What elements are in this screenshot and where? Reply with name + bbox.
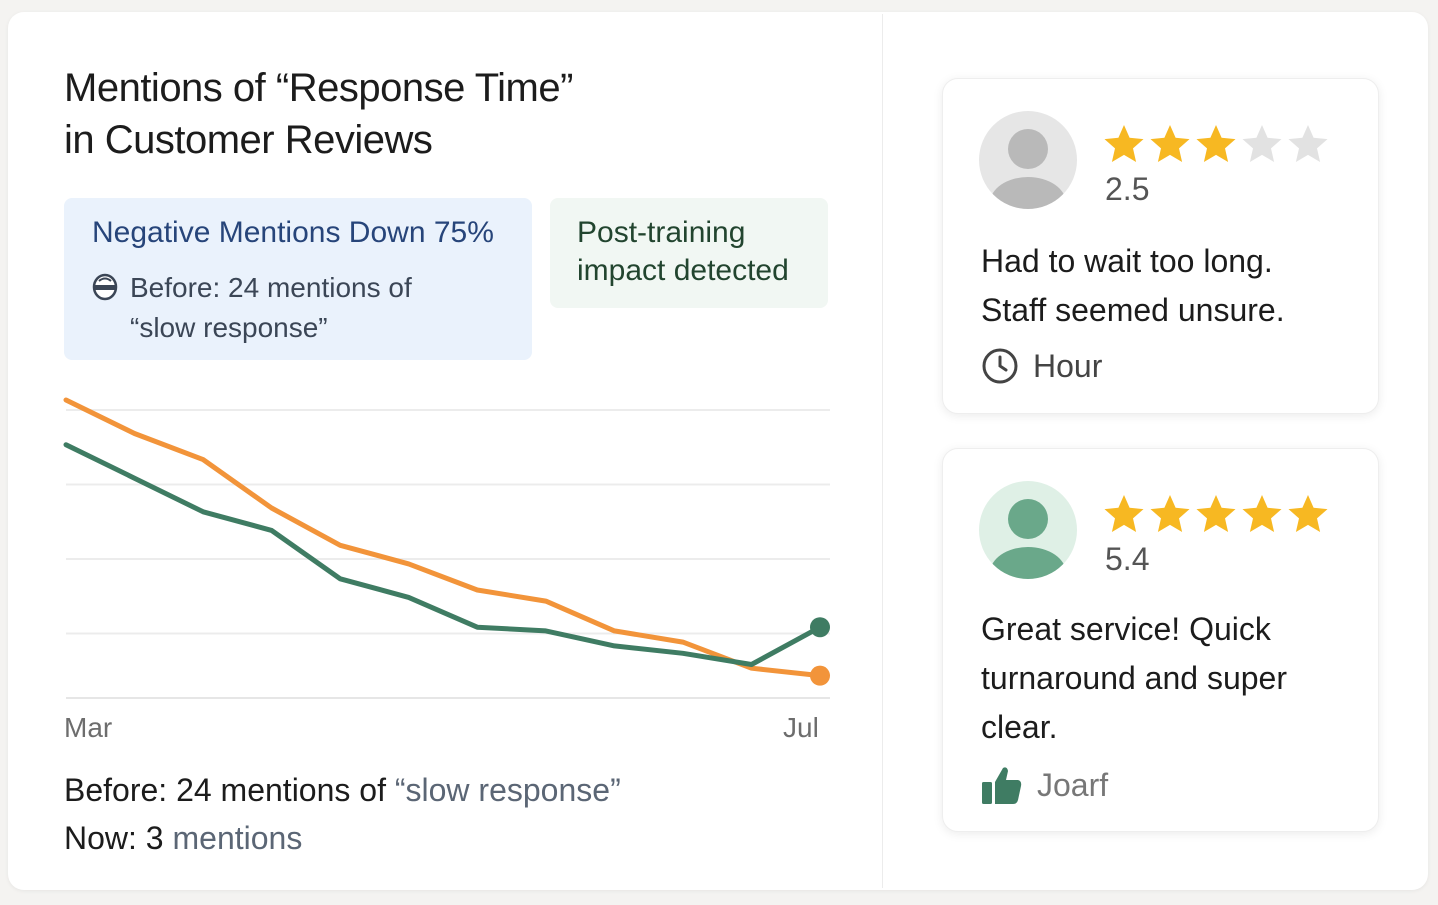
review-card[interactable]: 2.5 Had to wait too long. Staff seemed u… [942,78,1379,414]
negative-mentions-callout: Negative Mentions Down 75% Before: 24 me… [64,198,532,360]
response-time-line-chart [63,397,830,699]
chart-grid [66,409,830,699]
star-filled-icon [1104,495,1144,532]
review-text-line: Had to wait too long. [981,243,1273,279]
x-axis-end-label: Jul [783,712,819,743]
avatar [979,481,1077,579]
review-text-line: turnaround and super [981,660,1287,696]
summary-now-prefix: Now: 3 [64,820,164,856]
summary-before-term: “slow response” [394,772,621,808]
summary-before-prefix: Before: 24 mentions of [64,772,386,808]
title-line-2: in Customer Reviews [64,118,433,162]
series-endpoint-1[interactable] [810,617,830,638]
negative-mentions-headline: Negative Mentions Down 75% [92,216,494,249]
star-filled-icon [1196,125,1236,162]
clock-icon [982,348,1018,384]
summary-now-suffix: mentions [172,820,303,856]
star-filled-icon [1242,495,1282,532]
star-empty-icon [1288,125,1328,162]
impact-text: Post-training impact detected [577,214,789,290]
review-footer-text: Joarf [1037,766,1109,803]
summary-before: Before: 24 mentions of “slow response” [64,766,621,814]
page-title: Mentions of “Response Time” in Customer … [64,62,704,166]
review-footer: Hour [981,347,1102,385]
negative-detail-line-2: “slow response” [130,312,328,343]
star-filled-icon [1150,125,1190,162]
summary-now: Now: 3 mentions [64,814,621,862]
review-text: Had to wait too long. Staff seemed unsur… [981,237,1285,335]
star-rating [1103,123,1329,165]
mentions-summary: Before: 24 mentions of “slow response” N… [64,766,621,862]
review-footer: Joarf [981,765,1108,805]
review-text-line: clear. [981,709,1058,745]
star-filled-icon [1196,495,1236,532]
shield-icon [92,272,118,302]
negative-mentions-detail: Before: 24 mentions of “slow response” [130,268,412,348]
rating-value: 5.4 [1105,541,1150,577]
star-empty-icon [1242,125,1282,162]
title-line-1: Mentions of “Response Time” [64,66,573,110]
series-endpoint-0[interactable] [810,665,830,686]
negative-detail-line-1: Before: 24 mentions of [130,272,412,303]
avatar [979,111,1077,209]
x-axis-start-label: Mar [64,712,113,743]
star-filled-icon [1150,495,1190,532]
thumbs-up-icon[interactable] [981,765,1023,805]
star-rating [1103,493,1329,535]
series-line-0 [63,397,823,679]
impact-line-2: impact detected [577,254,789,287]
star-filled-icon [1104,125,1144,162]
review-text-line: Staff seemed unsure. [981,292,1285,328]
chart-series [63,397,830,686]
rating-value: 2.5 [1105,171,1150,207]
panel-divider [882,14,883,888]
impact-callout: Post-training impact detected [550,198,828,308]
impact-line-1: Post-training [577,216,746,249]
star-filled-icon [1288,495,1328,532]
review-card[interactable]: 5.4 Great service! Quick turnaround and … [942,448,1379,832]
series-line-1 [63,442,823,667]
review-text: Great service! Quick turnaround and supe… [981,605,1287,752]
review-footer-text: Hour [1033,347,1103,384]
review-text-line: Great service! Quick [981,611,1271,647]
